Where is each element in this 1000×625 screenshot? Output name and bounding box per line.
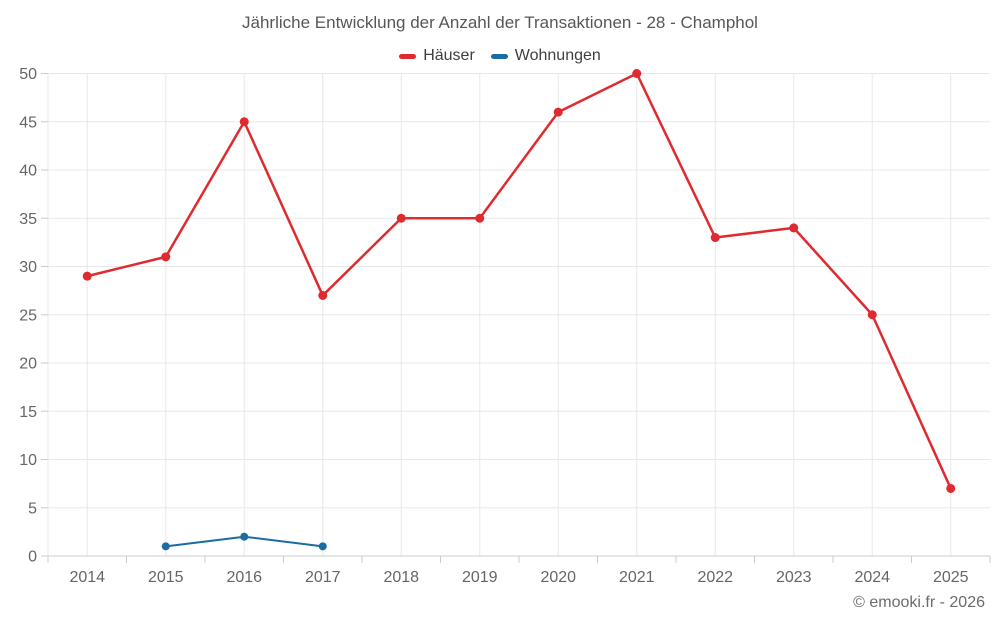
y-axis-label: 15 <box>19 404 37 421</box>
x-axis-label: 2024 <box>854 569 890 586</box>
series-line-hauser <box>86 72 952 490</box>
data-point-hauser-2025[interactable] <box>946 483 956 493</box>
y-axis-label: 10 <box>19 452 37 469</box>
data-point-hauser-2014[interactable] <box>82 271 92 281</box>
x-axis-label: 2022 <box>697 569 733 586</box>
x-axis-label: 2015 <box>148 569 184 586</box>
y-axis-label: 0 <box>28 549 37 566</box>
copyright-label: © emooki.fr - 2026 <box>853 594 985 611</box>
data-point-hauser-2023[interactable] <box>789 223 799 233</box>
x-axis-label: 2021 <box>619 569 655 586</box>
data-point-hauser-2021[interactable] <box>632 69 642 78</box>
x-axis-label: 2016 <box>226 569 262 586</box>
y-axis-label: 35 <box>19 211 37 228</box>
y-axis-label: 5 <box>28 500 37 517</box>
data-point-wohnungen-2016[interactable] <box>240 532 249 541</box>
x-axis-label: 2023 <box>776 569 812 586</box>
data-point-hauser-2017[interactable] <box>318 290 328 300</box>
legend-item-wohnungen[interactable]: Wohnungen <box>490 46 601 66</box>
data-point-hauser-2019[interactable] <box>475 213 485 223</box>
legend-item-hauser[interactable]: Häuser <box>399 46 475 66</box>
y-axis-label: 50 <box>19 66 37 83</box>
x-axis-label: 2020 <box>540 569 576 586</box>
legend-label: Wohnungen <box>514 47 601 64</box>
data-point-hauser-2022[interactable] <box>710 233 720 243</box>
x-axis-label: 2019 <box>462 569 498 586</box>
chart-title: Jährliche Entwicklung der Anzahl der Tra… <box>242 13 758 32</box>
data-point-wohnungen-2017[interactable] <box>318 542 327 551</box>
y-axis-label: 40 <box>19 163 37 180</box>
y-axis-label: 45 <box>19 114 37 131</box>
x-axis-label: 2017 <box>305 569 341 586</box>
data-point-hauser-2018[interactable] <box>396 213 406 223</box>
legend-label: Häuser <box>423 47 475 64</box>
legend-swatch-icon <box>399 53 417 59</box>
data-point-wohnungen-2015[interactable] <box>161 542 170 551</box>
y-axis-label: 30 <box>19 259 37 276</box>
data-point-hauser-2016[interactable] <box>239 117 249 127</box>
data-point-hauser-2024[interactable] <box>867 310 877 320</box>
legend-swatch-icon <box>490 53 508 59</box>
y-axis-label: 20 <box>19 356 37 373</box>
x-axis-label: 2014 <box>69 569 105 586</box>
x-axis-label: 2018 <box>383 569 419 586</box>
legend: Häuser Wohnungen <box>0 46 1000 66</box>
data-point-hauser-2020[interactable] <box>553 107 563 117</box>
x-axis-label: 2025 <box>933 569 969 586</box>
y-axis-label: 25 <box>19 307 37 324</box>
data-point-hauser-2015[interactable] <box>161 252 171 262</box>
